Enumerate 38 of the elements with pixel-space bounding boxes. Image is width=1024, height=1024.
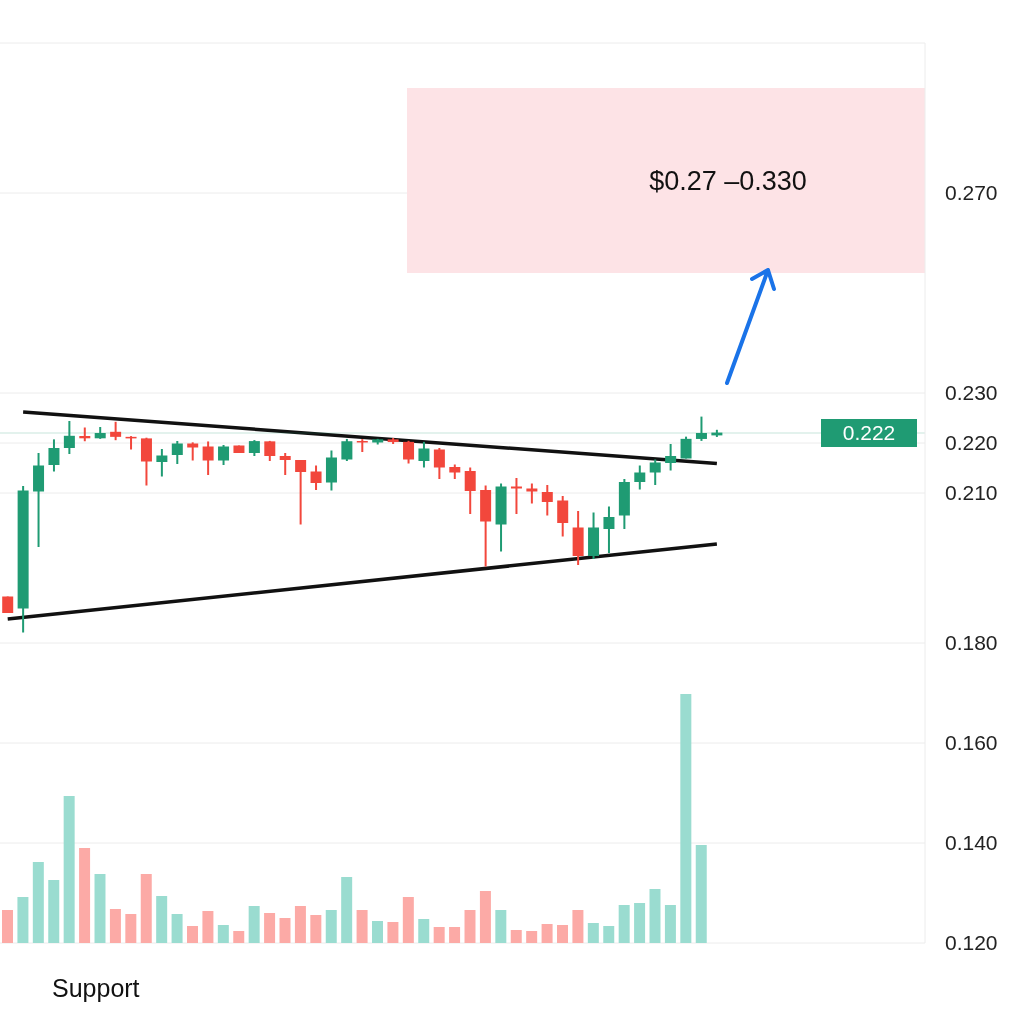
candlestick <box>279 452 291 476</box>
candlestick <box>649 458 661 486</box>
candlestick <box>403 439 415 465</box>
candlestick <box>680 435 692 460</box>
band-label: $0.27 –0.330 <box>649 165 807 196</box>
candlestick <box>634 464 646 491</box>
candlestick <box>464 466 476 515</box>
candlestick <box>341 437 353 462</box>
candlestick <box>510 477 522 515</box>
candlestick <box>418 440 430 469</box>
candlestick <box>156 448 168 478</box>
y-tick-label: 0.120 <box>945 931 998 955</box>
candlestick <box>295 459 307 526</box>
candlestick <box>695 415 707 442</box>
y-tick-label: 0.180 <box>945 631 998 655</box>
candlestick <box>63 420 75 455</box>
candlestick <box>202 440 214 476</box>
candlestick <box>603 505 615 554</box>
candlestick <box>526 482 538 505</box>
candlestick <box>48 438 60 473</box>
y-tick-label: 0.270 <box>945 181 998 205</box>
candlestick <box>310 464 322 491</box>
candlestick <box>557 495 569 538</box>
candlestick <box>140 436 152 487</box>
candlestick <box>541 484 553 517</box>
candlestick <box>433 447 445 480</box>
candlestick <box>110 420 122 442</box>
candlestick <box>218 444 230 466</box>
y-tick-label: 0.160 <box>945 731 998 755</box>
ref-line-label: 0.222 <box>842 421 896 445</box>
y-tick-label: 0.140 <box>945 831 998 855</box>
y-tick-label: 0.220 <box>945 431 998 455</box>
y-tick-label: 0.230 <box>945 381 998 405</box>
candlestick <box>665 443 677 472</box>
candlestick <box>187 441 199 462</box>
candlestick <box>171 440 183 465</box>
y-tick-label: 0.210 <box>945 481 998 505</box>
text: Support <box>52 974 140 1003</box>
